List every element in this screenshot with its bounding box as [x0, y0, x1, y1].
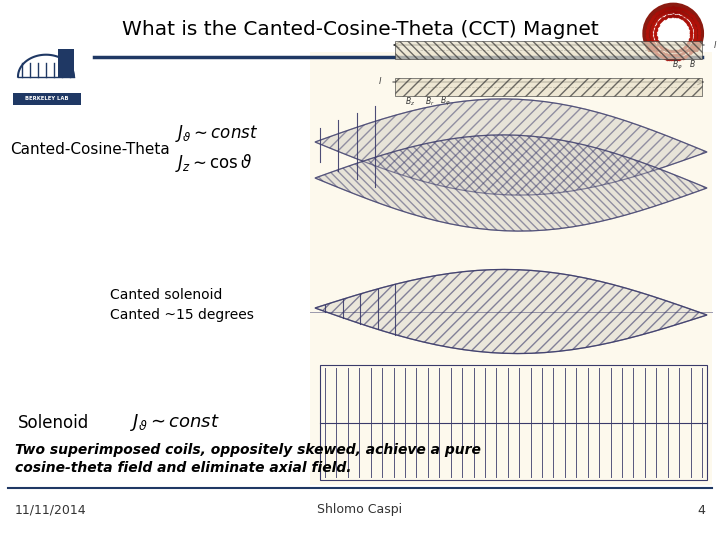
- Bar: [395, 41, 702, 59]
- Polygon shape: [315, 269, 707, 354]
- Text: BERKELEY LAB: BERKELEY LAB: [25, 96, 68, 101]
- Text: $J_{\vartheta} \sim const$: $J_{\vartheta} \sim const$: [175, 123, 258, 144]
- Text: Solenoid: Solenoid: [18, 414, 89, 431]
- Text: Shlomo Caspi: Shlomo Caspi: [318, 503, 402, 516]
- Bar: [13, 93, 81, 105]
- Polygon shape: [315, 99, 707, 195]
- Text: $B$: $B$: [688, 58, 696, 69]
- Text: $B_\varphi$: $B_\varphi$: [440, 96, 450, 109]
- Text: Canted ~15 degrees: Canted ~15 degrees: [110, 308, 254, 322]
- Bar: [395, 78, 702, 96]
- Text: What is the Canted-Cosine-Theta (CCT) Magnet: What is the Canted-Cosine-Theta (CCT) Ma…: [122, 20, 598, 39]
- Text: Two superimposed coils, oppositely skewed, achieve a pure: Two superimposed coils, oppositely skewe…: [15, 443, 481, 457]
- Text: Canted-Cosine-Theta: Canted-Cosine-Theta: [10, 143, 170, 158]
- Text: l: l: [379, 78, 381, 86]
- Text: 4: 4: [697, 503, 705, 516]
- Text: $B_r$: $B_r$: [425, 95, 435, 107]
- Text: 11/11/2014: 11/11/2014: [15, 503, 86, 516]
- Text: cosine-theta field and eliminate axial field.: cosine-theta field and eliminate axial f…: [15, 461, 351, 475]
- Bar: [58, 49, 74, 77]
- Polygon shape: [315, 135, 707, 231]
- Text: Canted solenoid: Canted solenoid: [110, 288, 222, 302]
- Bar: [320, 365, 707, 480]
- Text: $J_z \sim \cos\vartheta$: $J_z \sim \cos\vartheta$: [175, 152, 252, 174]
- Text: $B_z$: $B_z$: [405, 95, 415, 107]
- Text: $J_{\vartheta} \sim const$: $J_{\vartheta} \sim const$: [130, 412, 220, 433]
- Text: l: l: [714, 40, 716, 50]
- Bar: [310, 52, 712, 485]
- Circle shape: [660, 21, 686, 46]
- Text: $B_\varphi$: $B_\varphi$: [672, 58, 683, 71]
